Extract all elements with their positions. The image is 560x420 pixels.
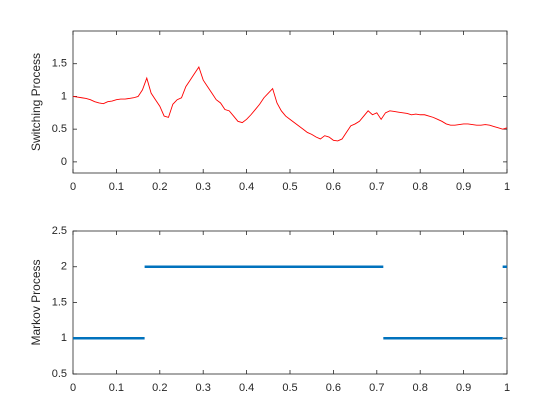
data-line (73, 265, 507, 340)
y-tick-label: 1 (61, 90, 67, 102)
x-tick-label: 0.5 (282, 382, 297, 394)
y-tick-label: 1 (61, 332, 67, 344)
x-tick-label: 0.4 (239, 382, 254, 394)
x-tick-label: 0.6 (326, 181, 341, 193)
x-tick-label: 0.5 (282, 181, 297, 193)
y-tick-label: 0.5 (52, 368, 67, 380)
y-tick-label: 1.5 (52, 296, 67, 308)
x-tick-label: 0 (70, 382, 76, 394)
y-tick-label: 2 (61, 261, 67, 273)
x-tick-label: 0.9 (456, 181, 471, 193)
y-tick-label: 0 (61, 156, 67, 168)
y-tick-label: 0.5 (52, 123, 67, 135)
x-tick-label: 0.7 (369, 382, 384, 394)
y-axis-label: Markov Process (29, 259, 43, 345)
data-line (72, 65, 508, 142)
x-tick-label: 0.3 (196, 181, 211, 193)
x-tick-label: 1 (504, 181, 510, 193)
x-tick-label: 0.2 (152, 382, 167, 394)
x-tick-label: 0.2 (152, 181, 167, 193)
axes-box (72, 30, 508, 174)
x-tick-label: 0.8 (413, 181, 428, 193)
x-tick-label: 0.9 (456, 382, 471, 394)
x-tick-label: 0.7 (369, 181, 384, 193)
y-tick-label: 2.5 (52, 225, 67, 237)
x-tick-label: 0.3 (196, 382, 211, 394)
axes-box (72, 230, 508, 375)
x-tick-label: 0.1 (109, 382, 124, 394)
x-tick-label: 1 (504, 382, 510, 394)
x-tick-label: 0.4 (239, 181, 254, 193)
x-tick-label: 0 (70, 181, 76, 193)
x-tick-label: 0.1 (109, 181, 124, 193)
y-tick-label: 1.5 (52, 58, 67, 70)
x-tick-label: 0.6 (326, 382, 341, 394)
y-axis-label: Switching Process (29, 53, 43, 151)
x-tick-label: 0.8 (413, 382, 428, 394)
